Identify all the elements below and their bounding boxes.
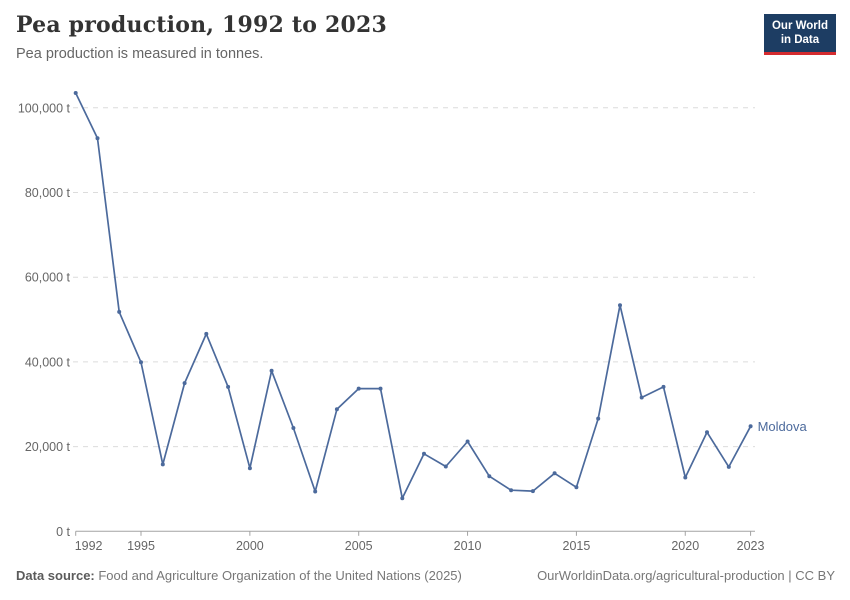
data-point[interactable] (509, 488, 514, 493)
owid-logo[interactable]: Our World in Data (763, 14, 836, 55)
data-point[interactable] (334, 407, 339, 412)
y-axis-label: 0 t (56, 525, 70, 539)
y-axis-label: 20,000 t (25, 440, 71, 454)
series-end-label[interactable]: Moldova (758, 419, 808, 434)
x-axis-label: 2010 (454, 539, 482, 553)
chart-subtitle: Pea production is measured in tonnes. (16, 46, 264, 62)
data-point[interactable] (639, 395, 644, 400)
data-point[interactable] (400, 496, 405, 501)
data-point[interactable] (269, 368, 274, 373)
x-axis-label: 1992 (75, 539, 103, 553)
data-point[interactable] (465, 439, 470, 444)
y-axis-label: 80,000 t (25, 186, 71, 200)
y-axis-label: 40,000 t (25, 355, 71, 369)
data-point[interactable] (748, 424, 753, 429)
data-point[interactable] (661, 384, 666, 389)
data-point[interactable] (356, 386, 361, 391)
data-point[interactable] (247, 466, 252, 471)
data-point[interactable] (226, 384, 231, 389)
y-axis-label: 60,000 t (25, 271, 71, 285)
x-axis-label: 1995 (127, 539, 155, 553)
chart-footer: Data source: Food and Agriculture Organi… (16, 568, 835, 583)
data-point[interactable] (574, 485, 579, 490)
y-axis-label: 100,000 t (18, 101, 71, 115)
logo-line1: Our World (771, 20, 828, 32)
page-title: Pea production, 1992 to 2023 (16, 12, 388, 38)
data-point[interactable] (487, 474, 492, 479)
data-point[interactable] (139, 360, 143, 365)
data-point[interactable] (552, 471, 557, 476)
logo-line2: in Data (780, 34, 820, 47)
data-point[interactable] (204, 331, 209, 336)
data-point[interactable] (726, 464, 731, 469)
x-axis-label: 2000 (236, 539, 264, 553)
data-point[interactable] (378, 386, 383, 391)
data-point[interactable] (443, 464, 448, 469)
chart-header: Pea production, 1992 to 2023 Pea product… (16, 12, 834, 62)
data-source-text: Food and Agriculture Organization of the… (94, 568, 462, 583)
data-point[interactable] (683, 475, 688, 480)
data-source-label: Data source: (16, 568, 95, 583)
data-point[interactable] (73, 91, 78, 95)
credit-link[interactable]: OurWorldinData.org/agricultural-producti… (537, 568, 835, 583)
series-line-moldova[interactable] (74, 92, 752, 500)
x-axis-label: 2015 (563, 539, 591, 553)
data-point[interactable] (313, 489, 318, 494)
data-point[interactable] (596, 416, 601, 421)
x-axis-label: 2023 (737, 539, 765, 553)
data-point[interactable] (422, 451, 426, 456)
data-point[interactable] (182, 381, 187, 386)
data-point[interactable] (530, 489, 535, 494)
data-point[interactable] (160, 462, 165, 467)
x-axis-label: 2005 (345, 539, 373, 553)
data-source: Data source: Food and Agriculture Organi… (16, 568, 462, 583)
data-point[interactable] (618, 303, 622, 308)
data-point[interactable] (705, 430, 709, 435)
x-axis-label: 2020 (671, 539, 699, 553)
data-point[interactable] (117, 309, 122, 314)
data-point[interactable] (95, 136, 100, 141)
data-point[interactable] (291, 426, 296, 430)
